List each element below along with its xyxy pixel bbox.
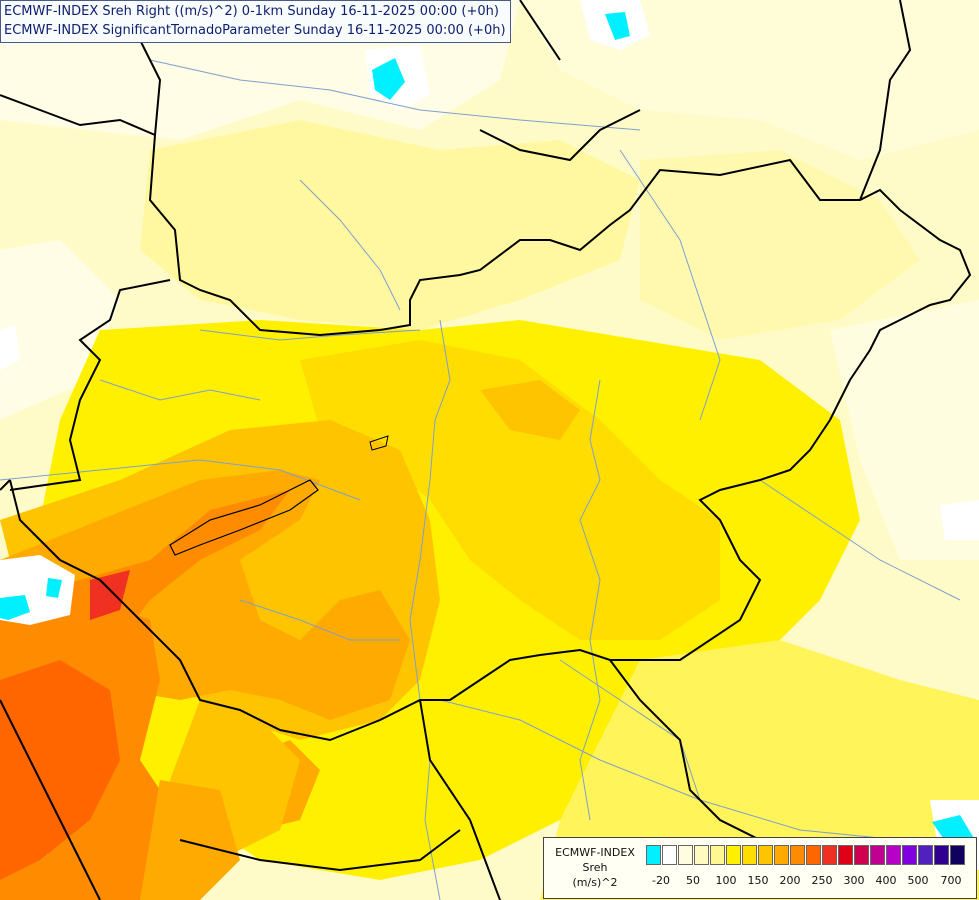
field-lightyellow [640, 150, 920, 340]
legend-tick: -20 [652, 874, 670, 887]
legend-tick: 200 [779, 874, 801, 887]
legend-unit: (m/s)^2 [572, 876, 618, 889]
legend-swatch [822, 845, 837, 865]
color-legend: ECMWF-INDEX Sreh (m/s)^2 -20 50 100 150 200 2… [543, 837, 977, 899]
field-cyan [605, 12, 630, 40]
legend-swatch [726, 845, 741, 865]
field-cyan [46, 578, 62, 598]
legend-swatch [950, 845, 965, 865]
field-white [940, 500, 979, 540]
legend-parameter: Sreh [582, 861, 608, 874]
field-yellow [540, 640, 979, 900]
legend-swatch [870, 845, 885, 865]
legend-tick: 400 [875, 874, 897, 887]
legend-swatch [758, 845, 773, 865]
field-white [0, 325, 20, 370]
legend-tick: 250 [811, 874, 833, 887]
lake-small [369, 435, 389, 451]
field-cyan [372, 58, 405, 100]
field-lightyellow [140, 120, 640, 330]
legend-swatch [694, 845, 709, 865]
field-orange [0, 660, 120, 880]
title-line-2: ECMWF-INDEX SignificantTornadoParameter … [4, 23, 506, 38]
rivers [0, 59, 961, 900]
field-gold [480, 380, 580, 440]
legend-swatch [854, 845, 869, 865]
legend-swatch [646, 845, 661, 865]
legend-tick: 100 [715, 874, 737, 887]
legend-tick: 50 [686, 874, 700, 887]
legend-swatch [918, 845, 933, 865]
field-pale [830, 300, 979, 560]
title-line-1: ECMWF-INDEX Sreh Right ((m/s)^2) 0-1km S… [4, 4, 499, 19]
legend-swatch [886, 845, 901, 865]
legend-swatch [902, 845, 917, 865]
legend-tick: 150 [747, 874, 769, 887]
legend-swatch [662, 845, 677, 865]
legend-swatch [742, 845, 757, 865]
legend-swatch [678, 845, 693, 865]
legend-tick: 500 [907, 874, 929, 887]
field-gold [300, 340, 720, 640]
legend-swatch [790, 845, 805, 865]
title-box: ECMWF-INDEX Sreh Right ((m/s)^2) 0-1km S… [0, 0, 511, 43]
legend-swatch [838, 845, 853, 865]
legend-model: ECMWF-INDEX [555, 846, 635, 859]
legend-swatch [710, 845, 725, 865]
legend-swatch [774, 845, 789, 865]
legend-swatch [806, 845, 821, 865]
legend-tick: 700 [940, 874, 962, 887]
field-orange [140, 780, 240, 900]
legend-swatch [934, 845, 949, 865]
field-red [90, 570, 130, 620]
lake-balaton [169, 479, 319, 556]
legend-tick: 300 [843, 874, 865, 887]
field-cyan [0, 595, 30, 620]
